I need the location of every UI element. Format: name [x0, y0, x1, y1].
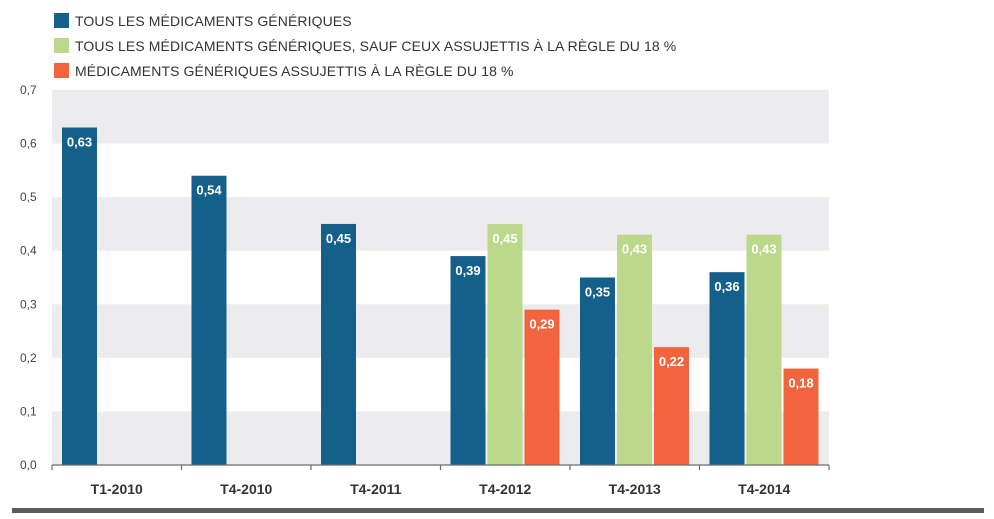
- bar: [654, 347, 689, 465]
- bar: [617, 234, 652, 465]
- legend-swatch: [54, 38, 69, 53]
- bar: [62, 127, 97, 465]
- bar: [783, 368, 819, 465]
- y-tick-label: 0,4: [20, 244, 37, 258]
- y-tick-label: 0,1: [20, 404, 37, 418]
- data-label: 0,43: [622, 242, 647, 257]
- x-category-label: T1-2010: [91, 481, 143, 497]
- data-label: 0,54: [196, 183, 222, 198]
- grid-band: [52, 197, 829, 251]
- data-label: 0,29: [529, 317, 554, 332]
- legend-label: TOUS LES MÉDICAMENTS GÉNÉRIQUES: [75, 12, 352, 29]
- grid-band: [52, 304, 829, 358]
- bottom-rule: [12, 508, 984, 513]
- y-tick-label: 0,0: [20, 458, 37, 472]
- legend-item-generics-18-rule: MÉDICAMENTS GÉNÉRIQUES ASSUJETTIS À LA R…: [54, 58, 676, 83]
- data-label: 0,22: [659, 354, 684, 369]
- data-label: 0,45: [492, 231, 517, 246]
- legend-label: MÉDICAMENTS GÉNÉRIQUES ASSUJETTIS À LA R…: [75, 62, 514, 79]
- legend-item-all-generics: TOUS LES MÉDICAMENTS GÉNÉRIQUES: [54, 8, 676, 33]
- bar: [321, 223, 356, 465]
- legend-swatch: [54, 13, 69, 28]
- y-tick-label: 0,2: [20, 351, 37, 365]
- bar: [709, 272, 745, 465]
- data-label: 0,39: [455, 263, 480, 278]
- bar: [487, 223, 523, 465]
- bar: [580, 277, 615, 465]
- grid-band: [52, 411, 829, 465]
- y-tick-label: 0,5: [20, 190, 37, 204]
- data-label: 0,18: [788, 376, 813, 391]
- bar: [450, 256, 486, 465]
- legend-item-generics-excluding-18: TOUS LES MÉDICAMENTS GÉNÉRIQUES, SAUF CE…: [54, 33, 676, 58]
- bar: [524, 309, 560, 465]
- data-label: 0,63: [67, 135, 92, 150]
- y-tick-label: 0,7: [20, 83, 37, 97]
- bar: [746, 234, 782, 465]
- x-category-label: T4-2013: [609, 481, 661, 497]
- y-tick-label: 0,3: [20, 297, 37, 311]
- data-label: 0,45: [326, 231, 351, 246]
- x-category-label: T4-2011: [350, 481, 402, 497]
- data-label: 0,35: [585, 285, 610, 300]
- bar: [191, 175, 227, 465]
- y-tick-label: 0,6: [20, 137, 37, 151]
- legend: TOUS LES MÉDICAMENTS GÉNÉRIQUES TOUS LES…: [54, 8, 676, 83]
- data-label: 0,43: [751, 242, 776, 257]
- legend-swatch: [54, 63, 69, 78]
- x-category-label: T4-2010: [220, 481, 272, 497]
- grid-band: [52, 90, 829, 144]
- x-category-label: T4-2014: [738, 481, 790, 497]
- legend-label: TOUS LES MÉDICAMENTS GÉNÉRIQUES, SAUF CE…: [75, 37, 677, 54]
- data-label: 0,36: [714, 279, 739, 294]
- x-category-label: T4-2012: [479, 481, 531, 497]
